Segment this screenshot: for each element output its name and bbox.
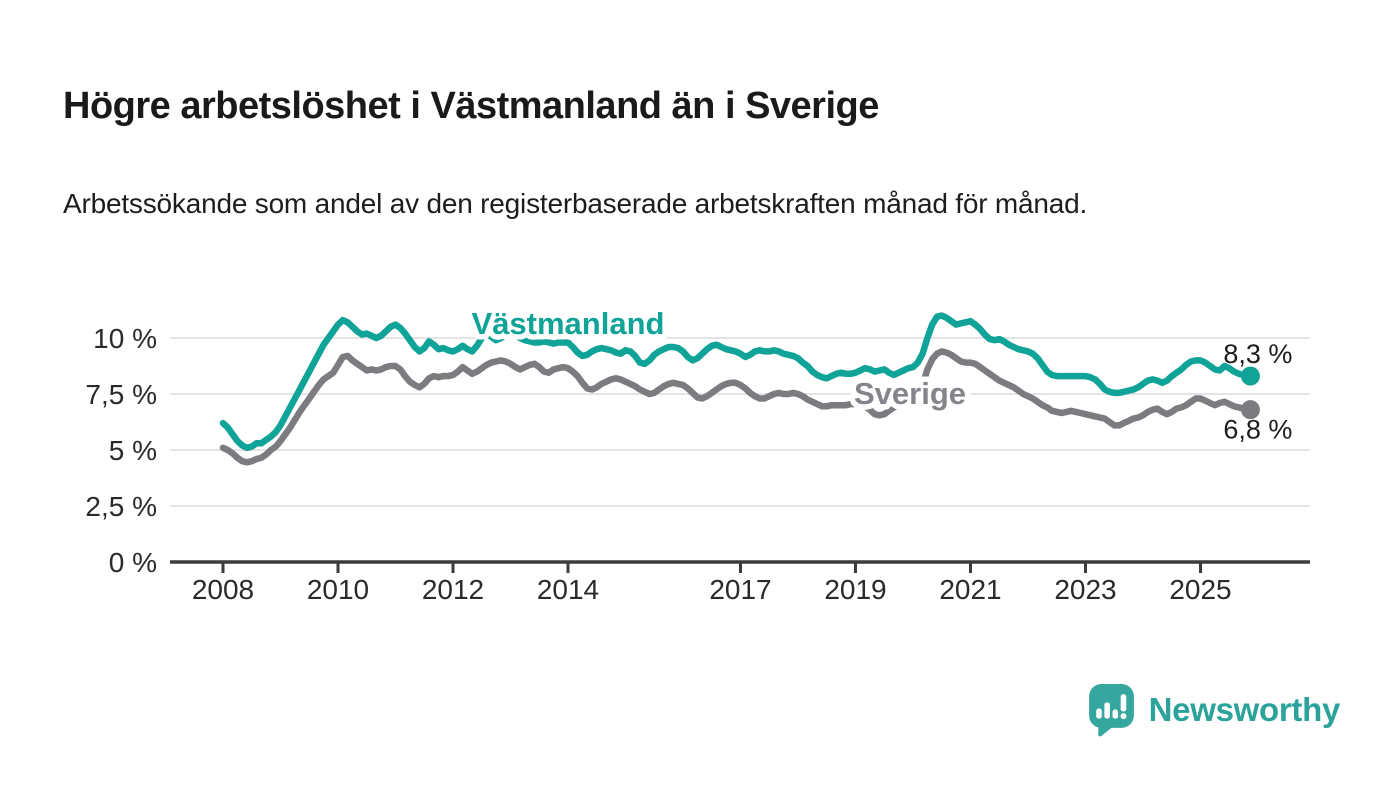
bar-chart-bar-2	[1103, 702, 1110, 719]
sverige-end-value-label: 6,8 %	[1223, 415, 1292, 445]
newsworthy-logo-icon	[1088, 684, 1134, 737]
sverige-end-dot	[1240, 400, 1260, 420]
y-axis-tick-label: 0 %	[109, 547, 157, 578]
x-axis-tick-label: 2019	[824, 574, 886, 605]
x-axis-tick-label: 2017	[709, 574, 771, 605]
x-axis-tick-label: 2023	[1054, 574, 1116, 605]
y-axis-tick-label: 10 %	[93, 323, 157, 354]
vastmanland-series-label: Västmanland	[472, 306, 665, 341]
y-axis-tick-label: 7,5 %	[85, 379, 157, 410]
bar-chart-bar-1	[1095, 708, 1102, 719]
vastmanland-end-dot	[1240, 366, 1260, 386]
exclamation-bar	[1120, 694, 1126, 712]
vastmanland-end-value-label: 8,3 %	[1223, 339, 1292, 369]
x-axis-tick-label: 2014	[537, 574, 599, 605]
x-axis-tick-label: 2021	[939, 574, 1001, 605]
speech-bubble-shape	[1088, 684, 1134, 737]
y-axis-tick-label: 2,5 %	[85, 491, 157, 522]
page-subtitle: Arbetssökande som andel av den registerb…	[63, 188, 1088, 219]
sverige-series-label: Sverige	[854, 376, 966, 411]
newsworthy-logo-text: Newsworthy	[1148, 690, 1341, 728]
sverige-line	[219, 348, 1252, 466]
x-axis-tick-label: 2008	[192, 574, 254, 605]
vastmanland-line	[219, 312, 1252, 452]
newsworthy-logo: Newsworthy	[1087, 682, 1340, 737]
y-axis-tick-label: 5 %	[109, 435, 157, 466]
x-axis-tick-label: 2010	[307, 574, 369, 605]
page-title: Högre arbetslöshet i Västmanland än i Sv…	[63, 85, 879, 128]
x-axis-tick-label: 2025	[1169, 574, 1231, 605]
x-axis-tick-label: 2012	[422, 574, 484, 605]
exclamation-dot	[1120, 713, 1127, 720]
bar-chart-bar-3	[1112, 709, 1118, 719]
